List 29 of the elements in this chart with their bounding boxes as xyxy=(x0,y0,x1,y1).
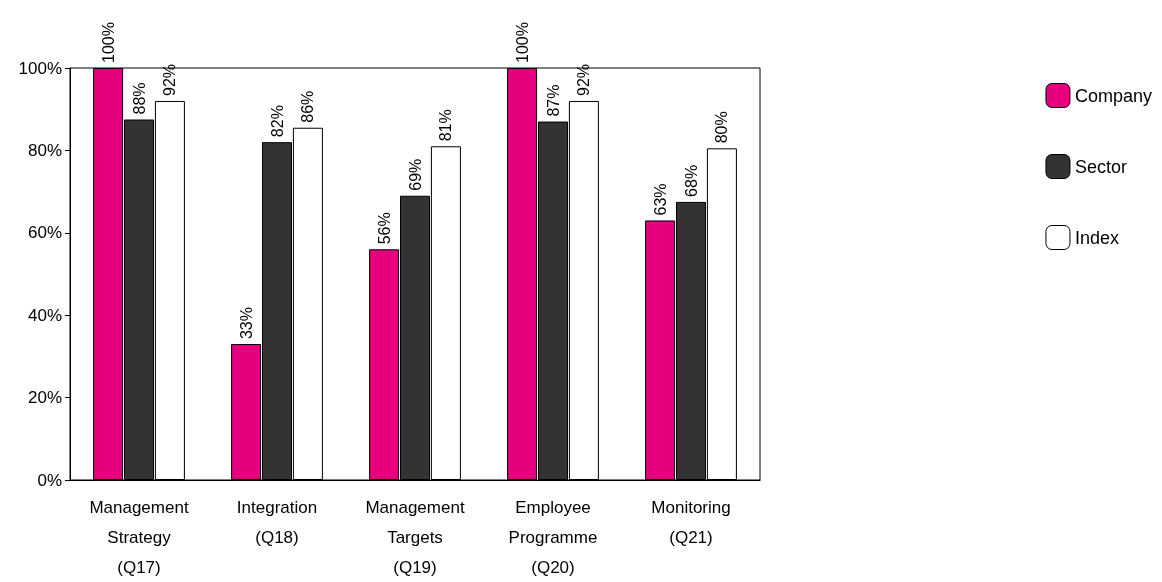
legend-label: Sector xyxy=(1074,156,1127,177)
y-tick-label: 100% xyxy=(18,58,62,78)
data-label: 69% xyxy=(406,158,424,191)
x-tick-label: Management Strategy (Q17) xyxy=(89,497,189,577)
y-tick-label: 0% xyxy=(37,470,62,490)
legend-label: Index xyxy=(1074,227,1120,248)
data-label: 92% xyxy=(575,63,593,96)
x-tick-label: Employee Programme (Q20) xyxy=(508,497,598,577)
data-label: 68% xyxy=(682,164,700,197)
data-label: 56% xyxy=(375,212,393,245)
data-label: 100% xyxy=(513,22,531,63)
y-tick-label: 80% xyxy=(27,140,62,160)
y-tick-label: 20% xyxy=(27,388,62,408)
data-label: 63% xyxy=(651,183,669,216)
data-label: 100% xyxy=(99,22,117,63)
legend-label: Company xyxy=(1074,85,1153,106)
data-label: 86% xyxy=(299,90,317,123)
y-tick-label: 60% xyxy=(27,223,62,243)
data-label: 81% xyxy=(437,109,455,142)
data-label: 88% xyxy=(130,82,148,115)
data-label: 82% xyxy=(268,105,286,138)
data-label: 87% xyxy=(544,84,562,117)
y-tick-label: 40% xyxy=(27,305,62,325)
x-tick-label: Monitoring (Q21) xyxy=(651,497,731,547)
data-label: 80% xyxy=(713,111,731,144)
x-tick-label: Integration (Q18) xyxy=(236,497,318,547)
data-label: 33% xyxy=(237,307,255,340)
data-label: 92% xyxy=(161,63,179,96)
x-tick-label: Management Targets (Q19) xyxy=(365,497,465,577)
